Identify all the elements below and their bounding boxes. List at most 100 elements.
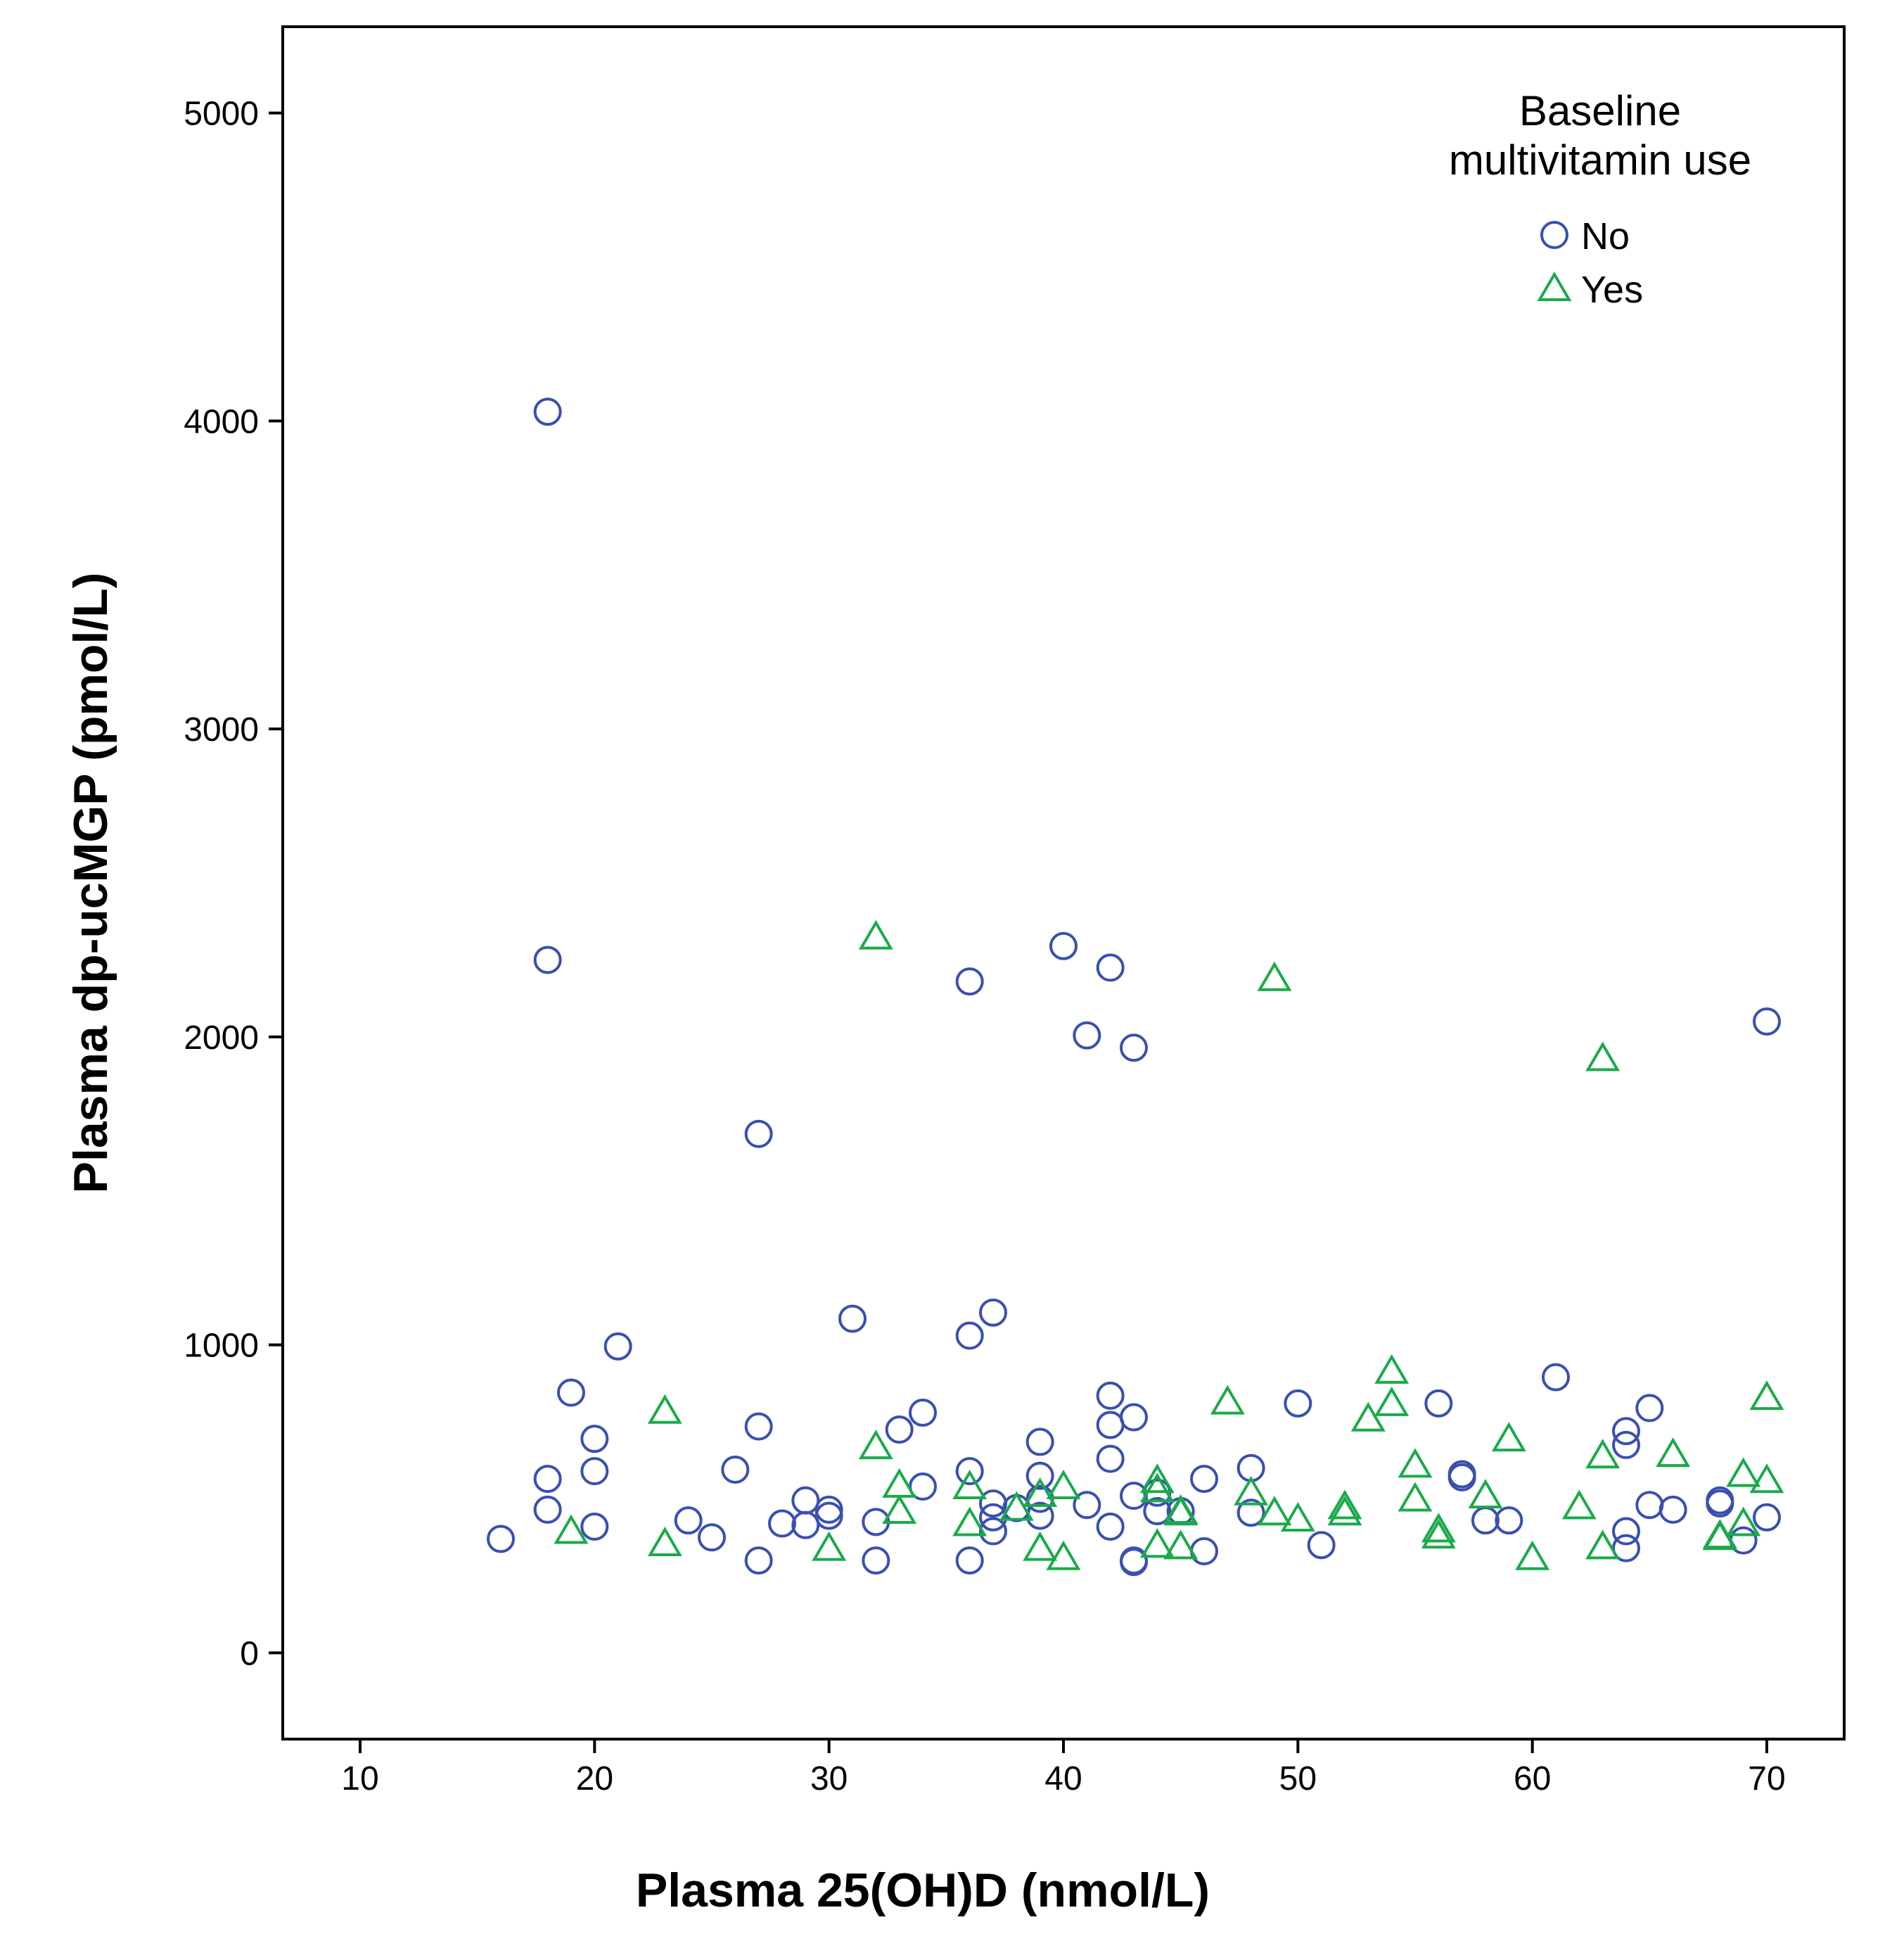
data-point-no bbox=[557, 1378, 585, 1407]
legend-title-line2: multivitamin use bbox=[1449, 136, 1751, 184]
data-point-yes bbox=[1257, 1496, 1292, 1526]
data-point-yes bbox=[1726, 1506, 1761, 1536]
data-point-no bbox=[1284, 1389, 1312, 1418]
data-point-no bbox=[1096, 1444, 1125, 1473]
data-point-no bbox=[1096, 1512, 1125, 1541]
data-point-no bbox=[533, 946, 562, 974]
x-tick-label: 50 bbox=[1279, 1760, 1317, 1797]
data-points bbox=[487, 397, 1784, 1577]
data-point-no bbox=[909, 1398, 937, 1427]
data-point-no bbox=[955, 1321, 984, 1350]
data-point-no bbox=[1635, 1394, 1664, 1423]
data-point-yes bbox=[1374, 1354, 1410, 1384]
data-point-no bbox=[1120, 1548, 1148, 1577]
data-point-no bbox=[1096, 953, 1125, 982]
data-point-yes bbox=[1350, 1401, 1386, 1432]
data-point-no bbox=[862, 1546, 890, 1575]
data-point-yes bbox=[1585, 1041, 1621, 1071]
data-point-yes bbox=[1023, 1531, 1058, 1561]
data-point-no bbox=[603, 1332, 632, 1361]
legend-circle-icon bbox=[1540, 221, 1568, 249]
data-point-no bbox=[1073, 1491, 1101, 1520]
data-point-no bbox=[1424, 1389, 1453, 1418]
data-point-no bbox=[1049, 931, 1078, 960]
data-point-yes bbox=[1421, 1519, 1456, 1549]
data-point-yes bbox=[1398, 1482, 1433, 1512]
x-axis-title: Plasma 25(OH)D (nmol/L) bbox=[636, 1864, 1210, 1917]
data-point-no bbox=[768, 1509, 796, 1538]
data-point-no bbox=[955, 1457, 984, 1486]
data-point-no bbox=[674, 1506, 703, 1535]
data-point-no bbox=[955, 967, 984, 996]
data-point-no bbox=[487, 1525, 515, 1553]
data-point-yes bbox=[1163, 1529, 1199, 1560]
data-point-no bbox=[791, 1510, 820, 1539]
data-point-no bbox=[1753, 1503, 1781, 1532]
data-point-no bbox=[979, 1517, 1007, 1546]
data-point-yes bbox=[647, 1527, 682, 1557]
data-point-yes bbox=[1163, 1496, 1199, 1526]
data-point-yes bbox=[1749, 1463, 1784, 1494]
x-tick-label: 30 bbox=[810, 1760, 848, 1797]
y-axis-title: Plasma dp-ucMGP (pmol/L) bbox=[64, 573, 117, 1194]
data-point-yes bbox=[952, 1506, 987, 1536]
data-point-no bbox=[580, 1512, 609, 1541]
data-point-no bbox=[744, 1119, 773, 1148]
data-point-no bbox=[533, 1465, 562, 1494]
data-point-yes bbox=[647, 1394, 682, 1424]
x-tick-label: 60 bbox=[1514, 1760, 1551, 1797]
data-point-no bbox=[1612, 1417, 1640, 1446]
data-point-no bbox=[744, 1546, 773, 1575]
data-point-yes bbox=[1515, 1540, 1550, 1570]
data-point-no bbox=[979, 1503, 1007, 1532]
data-point-yes bbox=[1656, 1437, 1691, 1468]
data-point-no bbox=[955, 1546, 984, 1575]
data-point-yes bbox=[882, 1494, 917, 1525]
y-tick-label: 4000 bbox=[184, 403, 259, 440]
data-point-no bbox=[533, 397, 562, 426]
data-point-no bbox=[1236, 1498, 1265, 1527]
data-point-yes bbox=[1561, 1489, 1597, 1520]
data-point-yes bbox=[858, 1430, 893, 1460]
y-tick-label: 2000 bbox=[184, 1019, 259, 1057]
data-point-no bbox=[1495, 1506, 1523, 1535]
data-point-yes bbox=[812, 1531, 847, 1561]
data-point-yes bbox=[1421, 1513, 1456, 1543]
data-point-no bbox=[1447, 1463, 1476, 1491]
data-point-no bbox=[1612, 1430, 1640, 1459]
data-point-no bbox=[1190, 1465, 1218, 1494]
x-tick-label: 70 bbox=[1748, 1760, 1785, 1797]
legend: Baseline multivitamin use No Yes bbox=[1449, 87, 1751, 311]
legend-title-line1: Baseline bbox=[1519, 87, 1681, 134]
data-point-yes bbox=[1585, 1529, 1621, 1560]
data-point-no bbox=[979, 1298, 1007, 1327]
data-point-no bbox=[580, 1425, 609, 1453]
data-point-yes bbox=[1234, 1475, 1269, 1506]
data-point-no bbox=[1612, 1534, 1640, 1563]
data-point-yes bbox=[1726, 1457, 1761, 1487]
x-tick-label: 10 bbox=[341, 1760, 378, 1797]
data-point-yes bbox=[1374, 1386, 1410, 1416]
data-point-yes bbox=[1468, 1479, 1503, 1509]
data-point-yes bbox=[1023, 1477, 1058, 1507]
legend-label-no: No bbox=[1581, 215, 1630, 257]
data-point-no bbox=[814, 1495, 843, 1524]
y-tick-label: 5000 bbox=[184, 96, 259, 133]
data-point-yes bbox=[1139, 1528, 1175, 1558]
y-tick-label: 3000 bbox=[184, 711, 259, 749]
data-point-no bbox=[721, 1455, 750, 1484]
data-point-no bbox=[1658, 1495, 1687, 1524]
data-point-no bbox=[1542, 1363, 1570, 1392]
data-point-yes bbox=[1139, 1463, 1175, 1494]
data-point-yes bbox=[1491, 1422, 1526, 1452]
data-point-no bbox=[1612, 1517, 1640, 1546]
data-point-no bbox=[1753, 1007, 1781, 1036]
data-point-no bbox=[1025, 1427, 1054, 1456]
y-tick-label: 0 bbox=[240, 1635, 259, 1672]
data-point-no bbox=[698, 1523, 726, 1552]
data-point-no bbox=[1706, 1489, 1734, 1518]
data-point-no bbox=[1120, 1033, 1148, 1062]
data-point-yes bbox=[1585, 1439, 1621, 1469]
data-point-no bbox=[909, 1472, 937, 1501]
